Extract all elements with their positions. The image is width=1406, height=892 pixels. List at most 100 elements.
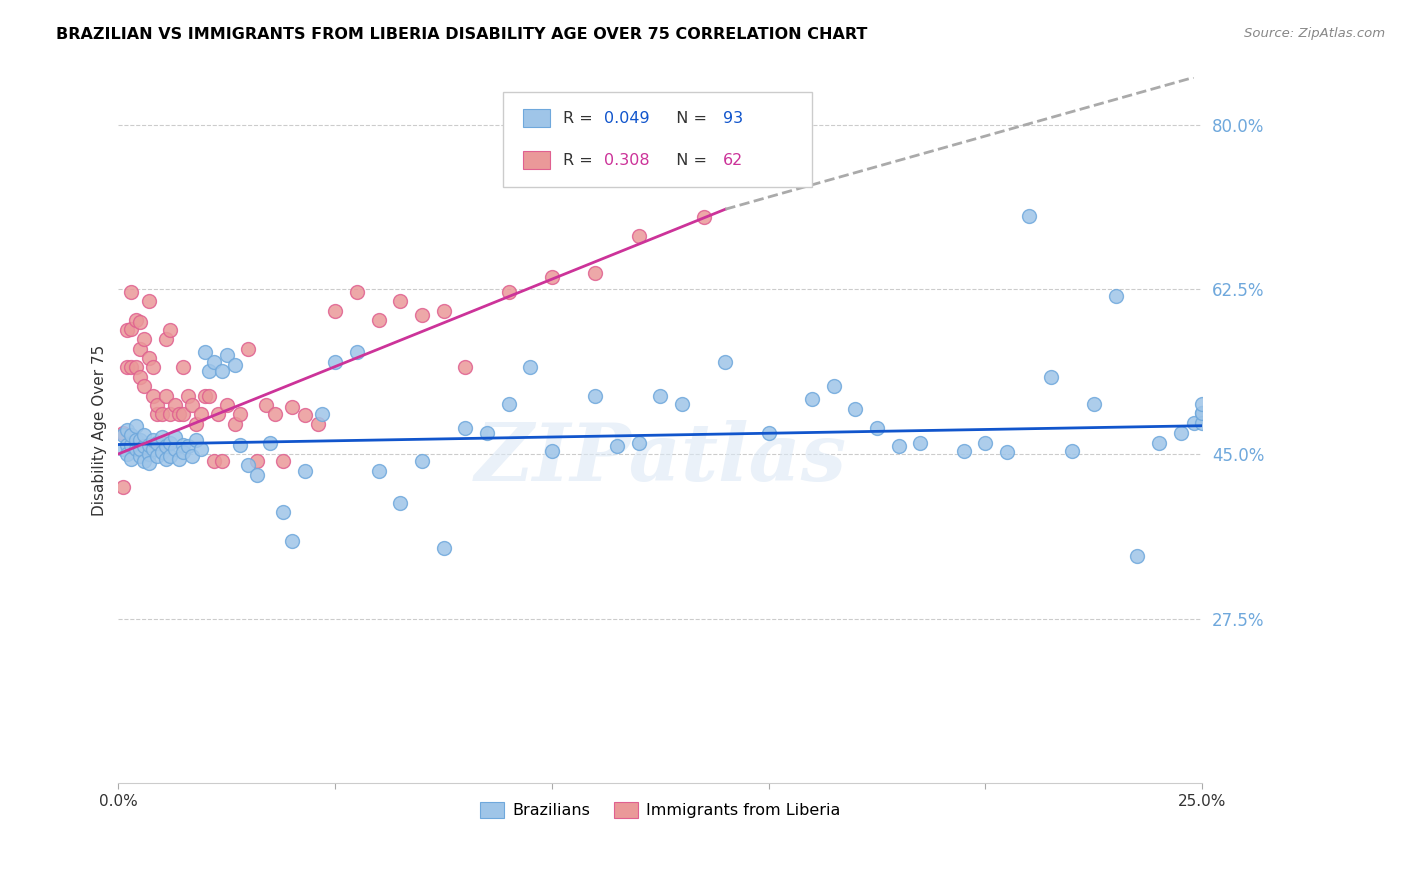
Point (583, 266, 606, 280)
Point (111, 428, 134, 442)
Point (146, 398, 169, 412)
Point (134, 428, 156, 442)
Point (238, 342, 260, 356)
Point (177, 388, 200, 402)
Point (263, 408, 285, 422)
Point (1018, 209, 1040, 223)
Point (475, 426, 498, 441)
Point (307, 417, 329, 431)
Point (138, 456, 160, 470)
Point (271, 454, 294, 468)
Point (120, 437, 142, 451)
Point (155, 451, 177, 466)
Bar (523, 110, 550, 127)
Point (172, 360, 194, 375)
Point (346, 285, 368, 299)
Point (163, 430, 186, 444)
Point (177, 439, 200, 453)
Point (541, 444, 564, 458)
Point (142, 360, 165, 375)
Point (498, 397, 520, 411)
Point (519, 360, 541, 375)
Point (134, 439, 156, 453)
Point (323, 354, 346, 368)
Text: 0.049: 0.049 (605, 111, 650, 126)
Y-axis label: Disability Age Over 75: Disability Age Over 75 (93, 345, 107, 516)
Point (202, 454, 225, 468)
Text: Source: ZipAtlas.com: Source: ZipAtlas.com (1244, 27, 1385, 40)
Point (159, 449, 181, 463)
Point (198, 364, 221, 378)
Point (801, 392, 824, 407)
Point (150, 408, 173, 422)
Point (224, 417, 246, 431)
Point (129, 342, 152, 356)
Text: ZIPatlas: ZIPatlas (474, 420, 846, 498)
Point (866, 420, 889, 434)
Point (259, 435, 281, 450)
Point (115, 360, 138, 375)
Point (125, 313, 148, 327)
Point (215, 348, 238, 362)
Point (125, 360, 148, 375)
Point (246, 467, 269, 482)
Point (367, 313, 389, 327)
Point (952, 444, 974, 458)
Point (142, 433, 165, 447)
Point (229, 408, 252, 422)
Point (1182, 416, 1205, 430)
Point (541, 270, 564, 285)
Point (844, 401, 866, 416)
Point (411, 454, 433, 468)
Point (389, 294, 412, 309)
Point (1062, 444, 1084, 458)
Text: BRAZILIAN VS IMMIGRANTS FROM LIBERIA DISABILITY AGE OVER 75 CORRELATION CHART: BRAZILIAN VS IMMIGRANTS FROM LIBERIA DIS… (56, 27, 868, 42)
Point (163, 442, 186, 457)
Point (229, 437, 252, 451)
Point (281, 533, 304, 548)
Point (172, 408, 194, 422)
Point (134, 379, 156, 393)
Point (758, 426, 780, 441)
Point (238, 458, 260, 473)
Text: 0.308: 0.308 (605, 153, 650, 168)
Point (211, 454, 233, 468)
Text: 93: 93 (723, 111, 744, 126)
Point (125, 442, 148, 457)
Point (606, 439, 628, 453)
Point (1191, 416, 1213, 430)
Point (181, 398, 204, 412)
Point (1039, 369, 1062, 384)
Point (150, 445, 173, 459)
Point (111, 442, 134, 457)
Point (111, 480, 134, 494)
Point (411, 308, 433, 322)
Point (194, 345, 217, 359)
Point (294, 464, 316, 478)
Text: N =: N = (666, 153, 711, 168)
Text: R =: R = (562, 111, 598, 126)
Point (823, 379, 845, 393)
Point (111, 426, 134, 441)
Point (1191, 407, 1213, 421)
Point (129, 433, 152, 447)
Point (146, 449, 169, 463)
Point (271, 505, 294, 519)
Point (207, 408, 229, 422)
Point (150, 435, 173, 450)
Point (120, 451, 142, 466)
Point (583, 388, 606, 402)
Point (714, 354, 737, 368)
Point (246, 454, 269, 468)
Point (454, 420, 477, 434)
Point (172, 445, 194, 459)
Point (323, 304, 346, 318)
Point (120, 360, 142, 375)
Point (432, 304, 454, 318)
Point (1147, 435, 1170, 450)
Point (155, 439, 177, 453)
Point (172, 437, 194, 451)
Point (125, 418, 148, 433)
Point (115, 447, 138, 461)
Point (159, 435, 181, 450)
